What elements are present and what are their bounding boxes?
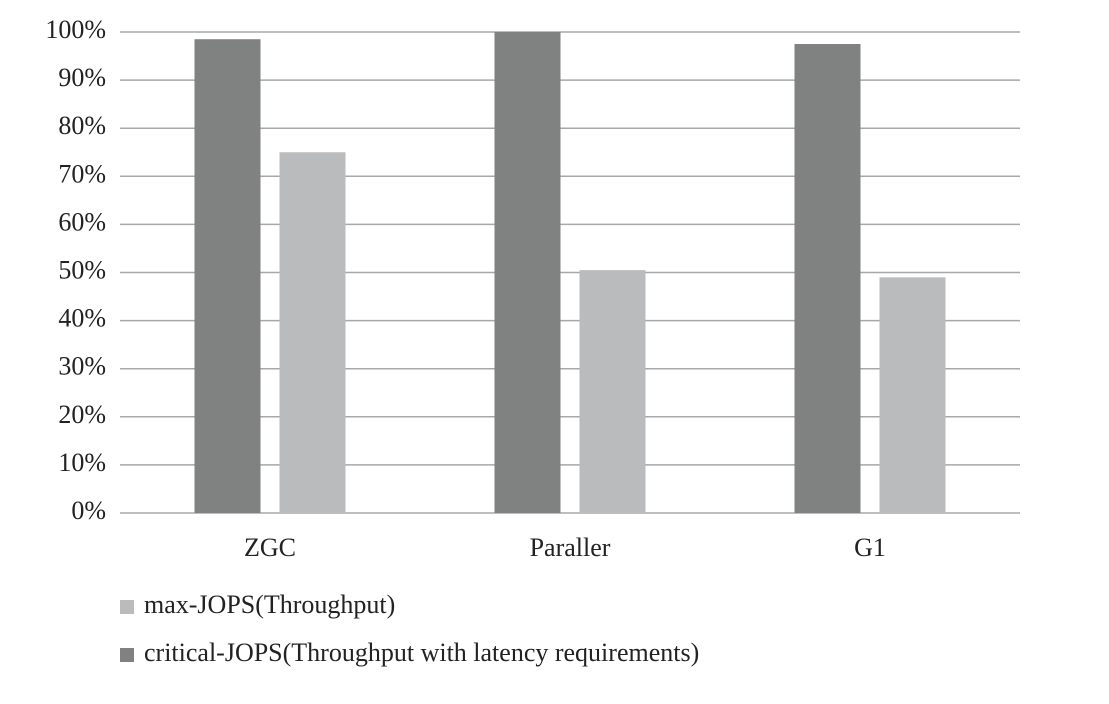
x-tick-label: ZGC <box>244 533 296 562</box>
legend-swatch <box>120 600 134 614</box>
y-tick-label: 70% <box>58 159 106 188</box>
y-tick-label: 80% <box>58 111 106 140</box>
y-tick-label: 90% <box>58 63 106 92</box>
bar <box>879 277 946 513</box>
bar <box>279 152 346 513</box>
legend-label: critical-JOPS(Throughput with latency re… <box>144 638 699 667</box>
bar <box>794 44 861 514</box>
legend-label: max-JOPS(Throughput) <box>144 590 395 619</box>
y-tick-label: 10% <box>58 448 106 477</box>
y-tick-label: 50% <box>58 255 106 284</box>
legend-swatch <box>120 648 134 662</box>
y-tick-label: 60% <box>58 207 106 236</box>
bar <box>579 270 646 513</box>
x-tick-label: Paraller <box>530 533 611 562</box>
y-tick-label: 0% <box>71 496 106 525</box>
y-tick-label: 30% <box>58 352 106 381</box>
y-tick-label: 40% <box>58 304 106 333</box>
bar <box>194 39 261 514</box>
y-tick-label: 20% <box>58 400 106 429</box>
y-tick-label: 100% <box>45 15 106 44</box>
bar <box>494 32 561 513</box>
x-tick-label: G1 <box>854 533 886 562</box>
